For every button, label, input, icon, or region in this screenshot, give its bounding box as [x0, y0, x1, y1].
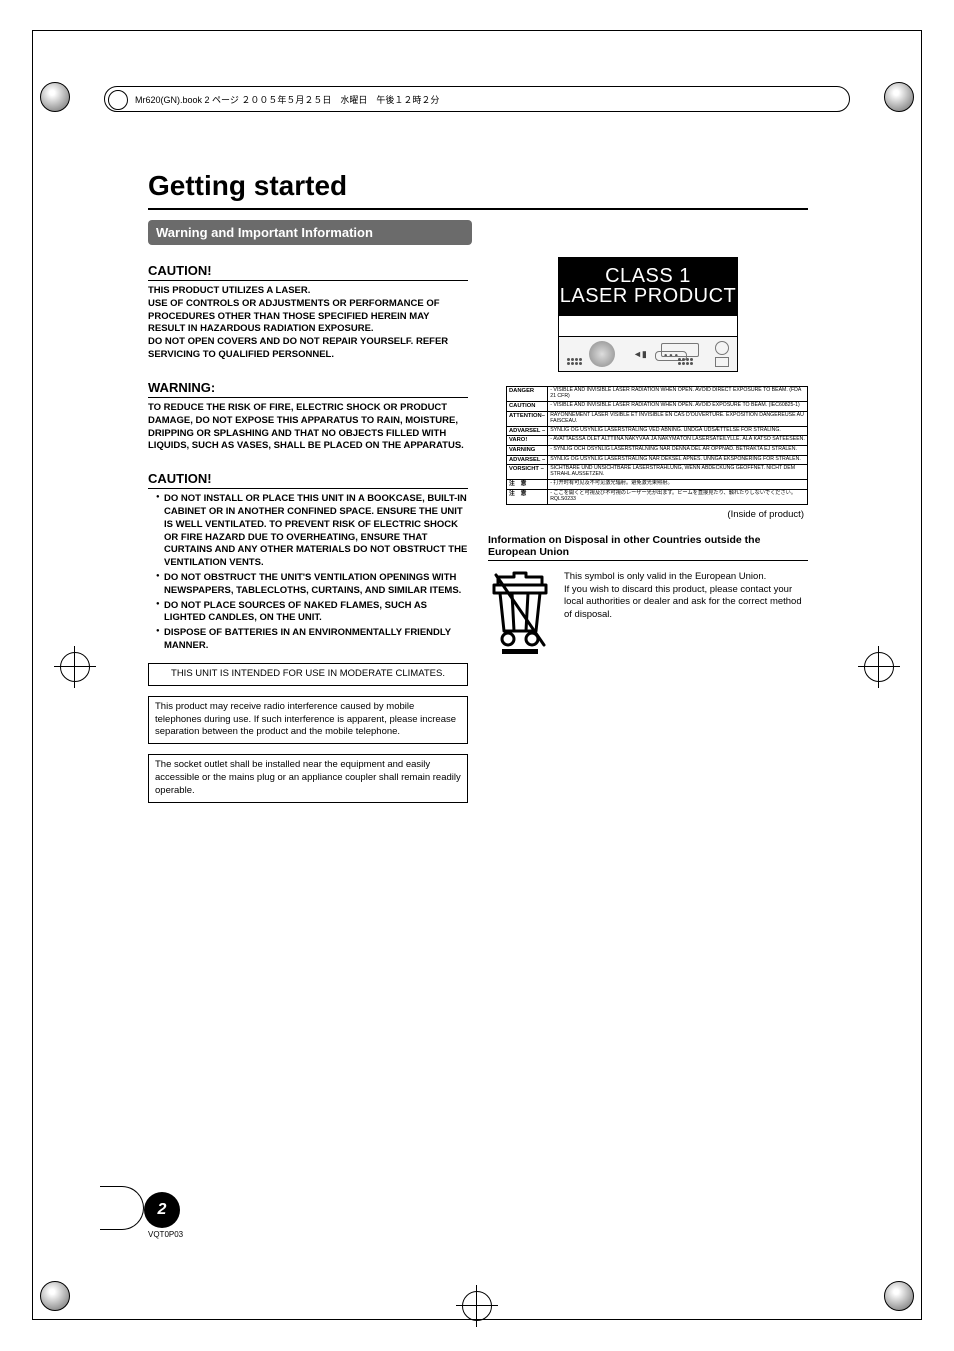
radio-box: This product may receive radio interfere…: [148, 696, 468, 744]
caution1-head: CAUTION!: [148, 263, 468, 281]
page-code: VQT0P03: [148, 1230, 183, 1239]
disposal-p1: This symbol is only valid in the Europea…: [564, 571, 808, 584]
file-header: Mr620(GN).book 2 ページ ２００５年５月２５日 水曜日 午後１２…: [104, 86, 850, 112]
caution2-item: DO NOT OBSTRUCT THE UNIT'S VENTILATION O…: [156, 572, 468, 598]
laser-line2: LASER PRODUCT: [560, 285, 737, 307]
device-panel-diagram: ◄▮ ● ● ●: [559, 336, 737, 371]
disposal-heading: Information on Disposal in other Countri…: [488, 534, 808, 561]
caution2-list: DO NOT INSTALL OR PLACE THIS UNIT IN A B…: [148, 493, 468, 653]
caution2-item: DO NOT INSTALL OR PLACE THIS UNIT IN A B…: [156, 493, 468, 570]
warning-head: WARNING:: [148, 380, 468, 398]
warning-body: TO REDUCE THE RISK OF FIRE, ELECTRIC SHO…: [148, 402, 468, 453]
page-number: 2: [144, 1192, 180, 1228]
disposal-text: This symbol is only valid in the Europea…: [564, 571, 808, 660]
caution1-body: THIS PRODUCT UTILIZES A LASER. USE OF CO…: [148, 285, 468, 362]
caution2-head: CAUTION!: [148, 471, 468, 489]
section-heading: Warning and Important Information: [148, 220, 472, 245]
disposal-p2: If you wish to discard this product, ple…: [564, 584, 808, 622]
socket-box: The socket outlet shall be installed nea…: [148, 754, 468, 802]
inside-of-product-note: (Inside of product): [488, 509, 808, 520]
cut-tab-shape: [100, 1186, 144, 1230]
climate-box: THIS UNIT IS INTENDED FOR USE IN MODERAT…: [148, 663, 468, 686]
page-title: Getting started: [148, 170, 808, 202]
laser-line1: CLASS 1: [605, 265, 691, 287]
class1-laser-label: CLASS 1 LASER PRODUCT ◄▮ ● ● ●: [558, 257, 738, 372]
weee-bin-icon: [488, 571, 554, 660]
caution2-item: DISPOSE OF BATTERIES IN AN ENVIRONMENTAL…: [156, 627, 468, 653]
caution2-item: DO NOT PLACE SOURCES OF NAKED FLAMES, SU…: [156, 600, 468, 626]
multilang-warning-table: DANGER- VISIBLE AND INVISIBLE LASER RADI…: [506, 386, 808, 505]
